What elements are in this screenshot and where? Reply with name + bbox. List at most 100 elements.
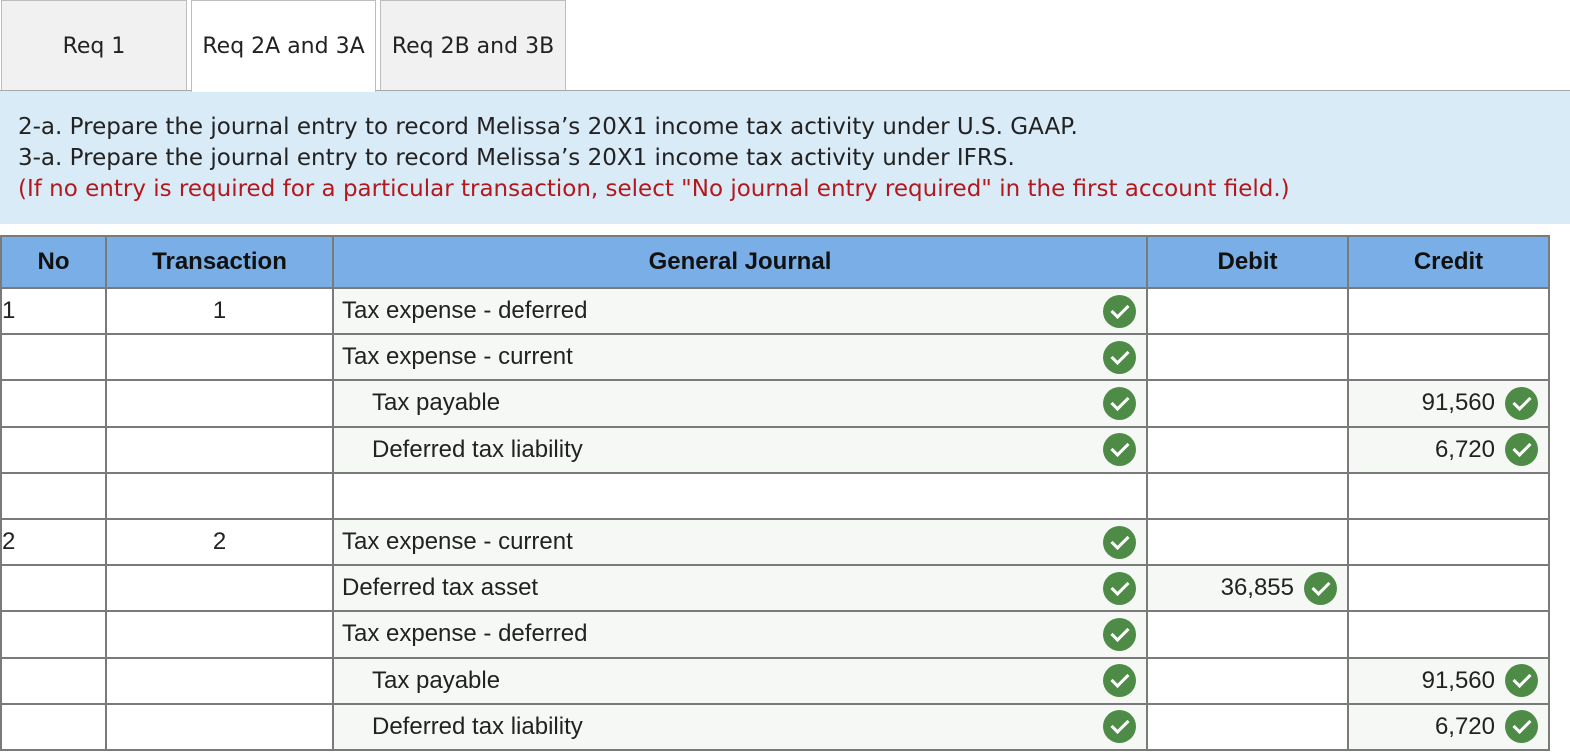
debit-cell[interactable] xyxy=(1146,517,1349,567)
check-circle-icon xyxy=(1103,294,1136,328)
credit-cell[interactable] xyxy=(1347,610,1550,659)
account-cell[interactable]: Tax expense - deferred xyxy=(332,286,1148,336)
check-circle-icon xyxy=(1103,340,1136,374)
credit-cell[interactable]: 91,560 xyxy=(1347,656,1550,705)
header-credit: Credit xyxy=(1347,235,1550,289)
table-row: 2 2 Tax expense - current xyxy=(0,517,1550,567)
journal-body: 1 1 Tax expense - deferred Tax expense - cu… xyxy=(0,286,1550,751)
entry-no-cell: 2 xyxy=(0,517,107,567)
check-circle-icon xyxy=(1505,433,1538,467)
transaction-cell xyxy=(105,425,334,474)
entry-no-cell xyxy=(0,425,107,474)
check-circle-icon xyxy=(1505,710,1538,744)
debit-cell[interactable] xyxy=(1146,286,1349,336)
account-cell[interactable]: Tax payable xyxy=(332,656,1148,705)
debit-cell[interactable] xyxy=(1146,610,1349,659)
tab-req-1[interactable]: Req 1 xyxy=(1,0,187,91)
credit-cell[interactable] xyxy=(1347,286,1550,336)
header-general-journal: General Journal xyxy=(332,235,1148,289)
transaction-cell xyxy=(105,656,334,705)
instruction-line-2a: 2-a. Prepare the journal entry to record… xyxy=(18,114,1078,140)
account-name: Tax expense - deferred xyxy=(342,297,588,325)
check-circle-icon xyxy=(1103,571,1136,605)
check-circle-icon xyxy=(1505,664,1538,698)
credit-amount: 6,720 xyxy=(1434,712,1495,740)
account-name: Tax payable xyxy=(372,389,501,417)
check-circle-icon xyxy=(1103,433,1136,467)
debit-cell[interactable] xyxy=(1146,702,1349,751)
account-cell[interactable]: Deferred tax asset xyxy=(332,564,1148,613)
account-name: Tax expense - current xyxy=(342,528,573,556)
journal-table: No Transaction General Journal Debit Cre… xyxy=(0,235,1550,751)
tab-req-2b-3b[interactable]: Req 2B and 3B xyxy=(380,0,566,91)
account-cell[interactable]: Deferred tax liability xyxy=(332,702,1148,751)
transaction-cell xyxy=(105,471,334,520)
entry-no-cell xyxy=(0,333,107,382)
debit-cell[interactable] xyxy=(1146,471,1349,520)
entry-no-cell xyxy=(0,610,107,659)
table-row: Tax expense - current xyxy=(0,333,1550,382)
debit-amount: 36,855 xyxy=(1220,574,1294,602)
tab-bar: Req 1 Req 2A and 3A Req 2B and 3B xyxy=(0,0,1570,92)
table-row: Tax expense - deferred xyxy=(0,610,1550,659)
account-cell[interactable]: Deferred tax liability xyxy=(332,425,1148,474)
instruction-note: (If no entry is required for a particula… xyxy=(18,176,1290,202)
check-circle-icon xyxy=(1103,710,1136,744)
entry-no-cell: 1 xyxy=(0,286,107,336)
account-name: Deferred tax liability xyxy=(372,435,583,463)
account-cell[interactable]: Tax expense - current xyxy=(332,517,1148,567)
account-cell[interactable]: Tax payable xyxy=(332,379,1148,428)
transaction-cell xyxy=(105,379,334,428)
entry-no-cell xyxy=(0,564,107,613)
account-name: Tax expense - current xyxy=(342,343,573,371)
header-debit: Debit xyxy=(1146,235,1349,289)
tab-req-2a-3a[interactable]: Req 2A and 3A xyxy=(191,0,376,92)
account-cell[interactable]: Tax expense - deferred xyxy=(332,610,1148,659)
account-cell[interactable] xyxy=(332,471,1148,520)
table-row xyxy=(0,471,1550,520)
account-cell[interactable]: Tax expense - current xyxy=(332,333,1148,382)
instructions-panel: 2-a. Prepare the journal entry to record… xyxy=(0,91,1570,224)
debit-cell[interactable] xyxy=(1146,656,1349,705)
table-row: Tax payable 91,560 xyxy=(0,656,1550,705)
entry-no-cell xyxy=(0,702,107,751)
transaction-cell: 2 xyxy=(105,517,334,567)
account-name: Deferred tax liability xyxy=(372,712,583,740)
header-transaction: Transaction xyxy=(105,235,334,289)
check-circle-icon xyxy=(1505,386,1538,420)
credit-cell[interactable] xyxy=(1347,517,1550,567)
transaction-cell xyxy=(105,333,334,382)
header-row: No Transaction General Journal Debit Cre… xyxy=(0,235,1550,289)
instruction-line-3a: 3-a. Prepare the journal entry to record… xyxy=(18,145,1015,171)
check-circle-icon xyxy=(1103,664,1136,698)
transaction-cell: 1 xyxy=(105,286,334,336)
transaction-cell xyxy=(105,610,334,659)
debit-cell[interactable] xyxy=(1146,425,1349,474)
credit-amount: 6,720 xyxy=(1434,435,1495,463)
credit-cell[interactable] xyxy=(1347,471,1550,520)
transaction-cell xyxy=(105,564,334,613)
debit-cell[interactable] xyxy=(1146,379,1349,428)
debit-cell[interactable]: 36,855 xyxy=(1146,564,1349,613)
table-row: 1 1 Tax expense - deferred xyxy=(0,286,1550,336)
entry-no-cell xyxy=(0,379,107,428)
credit-cell[interactable]: 6,720 xyxy=(1347,702,1550,751)
credit-cell[interactable] xyxy=(1347,564,1550,613)
credit-cell[interactable]: 6,720 xyxy=(1347,425,1550,474)
check-circle-icon xyxy=(1103,386,1136,420)
credit-cell[interactable]: 91,560 xyxy=(1347,379,1550,428)
credit-amount: 91,560 xyxy=(1421,666,1495,694)
table-row: Tax payable 91,560 xyxy=(0,379,1550,428)
table-row: Deferred tax asset 36,855 xyxy=(0,564,1550,613)
entry-no-cell xyxy=(0,656,107,705)
debit-cell[interactable] xyxy=(1146,333,1349,382)
credit-amount: 91,560 xyxy=(1421,389,1495,417)
check-circle-icon xyxy=(1103,617,1136,651)
account-name: Deferred tax asset xyxy=(342,574,539,602)
table-row: Deferred tax liability 6,720 xyxy=(0,425,1550,474)
credit-cell[interactable] xyxy=(1347,333,1550,382)
header-no: No xyxy=(0,235,107,289)
entry-no-cell xyxy=(0,471,107,520)
check-circle-icon xyxy=(1103,525,1136,559)
table-row: Deferred tax liability 6,720 xyxy=(0,702,1550,751)
